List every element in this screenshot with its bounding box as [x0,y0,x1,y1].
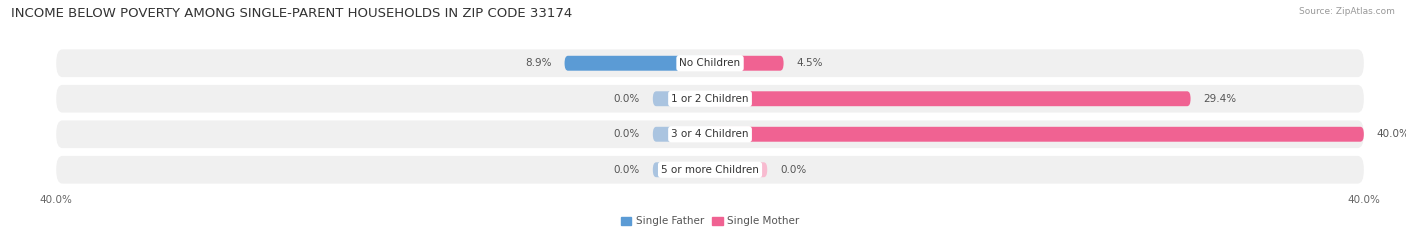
Text: Source: ZipAtlas.com: Source: ZipAtlas.com [1299,7,1395,16]
Text: 8.9%: 8.9% [524,58,551,68]
FancyBboxPatch shape [710,56,783,71]
Text: 4.5%: 4.5% [797,58,823,68]
FancyBboxPatch shape [652,162,710,177]
Text: 3 or 4 Children: 3 or 4 Children [671,129,749,139]
Text: 0.0%: 0.0% [613,94,640,104]
FancyBboxPatch shape [652,127,710,142]
Text: 29.4%: 29.4% [1204,94,1237,104]
Text: INCOME BELOW POVERTY AMONG SINGLE-PARENT HOUSEHOLDS IN ZIP CODE 33174: INCOME BELOW POVERTY AMONG SINGLE-PARENT… [11,7,572,20]
Text: 0.0%: 0.0% [613,129,640,139]
FancyBboxPatch shape [56,85,1364,113]
FancyBboxPatch shape [710,162,768,177]
FancyBboxPatch shape [56,120,1364,148]
FancyBboxPatch shape [652,91,710,106]
FancyBboxPatch shape [710,91,1191,106]
FancyBboxPatch shape [56,49,1364,77]
FancyBboxPatch shape [565,56,710,71]
FancyBboxPatch shape [56,156,1364,184]
Text: 5 or more Children: 5 or more Children [661,165,759,175]
Text: 1 or 2 Children: 1 or 2 Children [671,94,749,104]
Legend: Single Father, Single Mother: Single Father, Single Mother [617,212,803,231]
Text: 0.0%: 0.0% [613,165,640,175]
FancyBboxPatch shape [710,127,1364,142]
Text: 0.0%: 0.0% [780,165,807,175]
Text: 40.0%: 40.0% [1376,129,1406,139]
Text: No Children: No Children [679,58,741,68]
